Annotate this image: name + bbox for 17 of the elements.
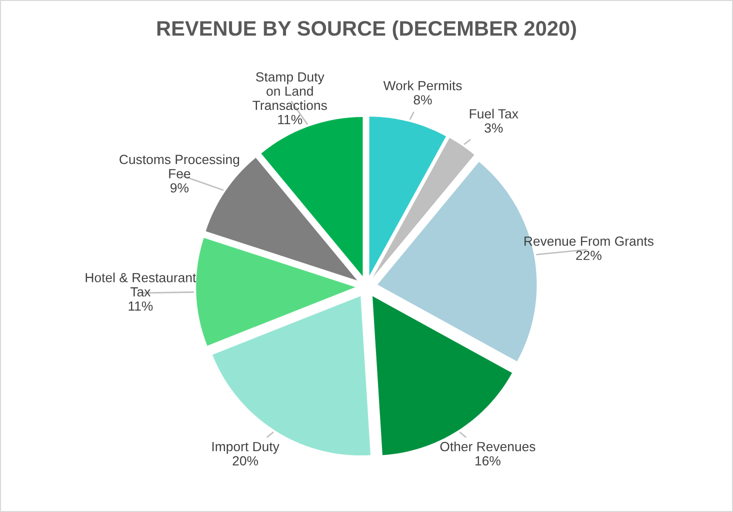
slice-label: Hotel & Restaurant Tax	[86, 272, 196, 297]
slice-label: Work Permits	[383, 80, 462, 90]
slice-label: Fuel Tax	[470, 108, 518, 118]
slice-label: Stamp Duty on Land Transactions	[252, 72, 327, 110]
data-label: 22%	[576, 250, 602, 260]
data-label: 9%	[170, 183, 188, 193]
slice-label: Other Revenues	[440, 442, 536, 452]
slice-label: Customs Processing Fee	[120, 154, 240, 178]
data-label: 8%	[414, 95, 432, 105]
chart-title: REVENUE BY SOURCE (DECEMBER 2020)	[157, 20, 576, 40]
data-label: 20%	[232, 456, 258, 466]
data-label: 16%	[476, 456, 500, 466]
data-label: 11%	[128, 301, 153, 311]
slice-label: Revenue From Grants	[524, 236, 654, 246]
slice-label: Import Duty	[212, 442, 280, 454]
data-label: 11%	[278, 114, 302, 124]
data-label: 3%	[484, 123, 503, 133]
